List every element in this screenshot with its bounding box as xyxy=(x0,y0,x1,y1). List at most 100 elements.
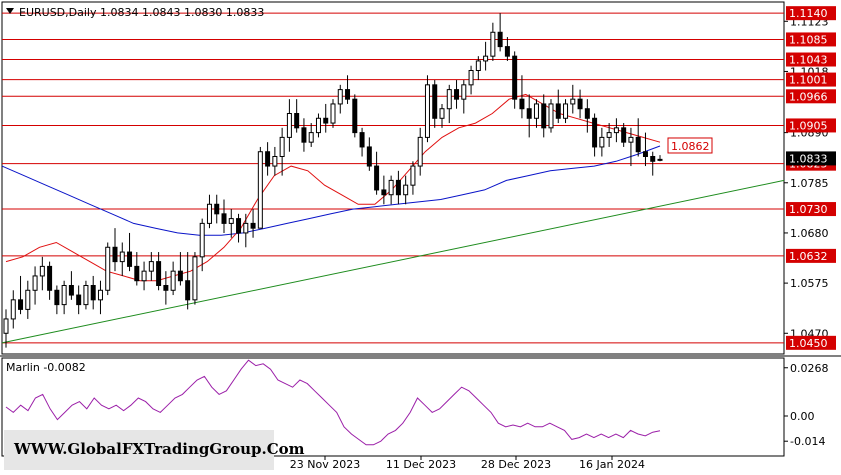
candle-bull xyxy=(61,285,67,306)
candle-bear xyxy=(497,31,503,48)
price-tick-label: 1.0785 xyxy=(790,177,829,190)
candle-bear xyxy=(90,285,96,301)
level-label-box xyxy=(786,6,836,21)
candle-bear xyxy=(454,89,460,100)
candle-bull xyxy=(257,151,263,229)
price-tick-label: 1.0680 xyxy=(790,227,829,240)
candle-bull xyxy=(279,136,285,157)
level-label: 1.0730 xyxy=(789,203,828,216)
level-label-box xyxy=(786,89,836,104)
candle-bull xyxy=(105,246,111,291)
blue-moving-average xyxy=(1,145,661,236)
candle-bear xyxy=(112,246,118,263)
candle-bull xyxy=(148,261,154,272)
candle-bull xyxy=(548,103,554,129)
candle-bull xyxy=(606,132,612,138)
candle-bear xyxy=(185,280,191,301)
price-axis: 1.11231.10181.08901.07851.06801.05751.04… xyxy=(667,6,836,350)
level-label-box xyxy=(786,248,836,263)
candle-bear xyxy=(18,299,24,310)
candle-bear xyxy=(301,127,307,143)
candle-bull xyxy=(243,222,249,234)
candle-bear xyxy=(504,46,510,57)
candle-bull xyxy=(206,203,212,224)
candle-bear xyxy=(512,55,518,100)
candle-bear xyxy=(163,285,169,291)
candle-bear xyxy=(541,103,547,129)
level-label: 1.0905 xyxy=(789,119,828,132)
candle-bull xyxy=(483,55,489,62)
candle-bear xyxy=(526,108,532,119)
candle-bull xyxy=(315,117,321,134)
candle-bear xyxy=(642,151,648,158)
symbol-dropdown-icon[interactable] xyxy=(6,8,14,14)
candle-bear xyxy=(359,132,365,148)
candle-bull xyxy=(475,60,481,71)
candle-bull xyxy=(272,156,278,167)
candle-bull xyxy=(10,299,16,320)
osc-tick-label: -0.014 xyxy=(790,435,825,448)
candle-bear xyxy=(156,261,162,287)
candle-bear xyxy=(345,89,351,100)
candle-bear xyxy=(592,117,598,148)
price-tick-label: 1.0575 xyxy=(790,277,829,290)
level-label-box xyxy=(786,72,836,87)
candle-bear xyxy=(221,213,227,224)
candle-bull xyxy=(613,127,619,134)
candle-bear xyxy=(432,84,438,119)
level-label-box xyxy=(786,202,836,217)
time-tick-label: 11 Dec 2023 xyxy=(386,458,456,471)
candle-bull xyxy=(446,89,452,110)
level-label: 1.1043 xyxy=(789,54,828,67)
candle-bull xyxy=(461,84,467,100)
candle-bear xyxy=(54,289,60,306)
candle-bear xyxy=(323,117,329,124)
candle-bull xyxy=(192,256,198,301)
candle-bull xyxy=(170,270,176,291)
candle-bull xyxy=(39,265,45,277)
candle-bear xyxy=(650,156,656,162)
candle-bull xyxy=(563,103,569,119)
trend-line xyxy=(1,179,785,344)
time-tick-label: 28 Dec 2023 xyxy=(481,458,551,471)
horizontal-levels xyxy=(2,12,784,344)
time-tick-label: 23 Nov 2023 xyxy=(290,458,360,471)
oscillator-panel-frame xyxy=(1,357,785,457)
watermark-box xyxy=(4,430,274,470)
candle-bull xyxy=(119,251,125,263)
level-label: 1.1085 xyxy=(789,33,828,46)
ma-value-box xyxy=(667,137,713,154)
candle-bear xyxy=(381,189,387,196)
level-label: 1.0450 xyxy=(789,337,828,350)
candle-bear xyxy=(374,165,380,191)
candle-bull xyxy=(199,222,205,258)
candle-bull xyxy=(533,103,539,119)
candle-bear xyxy=(577,98,583,110)
candle-bull xyxy=(141,270,147,282)
time-axis: 23 Nov 2023 11 Dec 2023 28 Dec 2023 16 Jan … xyxy=(290,456,645,471)
main-panel-frame xyxy=(1,1,785,355)
candle-bull xyxy=(599,136,605,148)
level-label-box xyxy=(786,118,836,133)
candle-bull xyxy=(570,98,576,105)
candle-bull xyxy=(388,179,394,196)
candle-bear xyxy=(366,146,372,167)
candle-bull xyxy=(490,31,496,57)
candle-bull xyxy=(97,289,103,301)
candle-bull xyxy=(439,108,445,119)
level-label-box xyxy=(786,52,836,67)
candle-bull xyxy=(3,318,9,334)
candle-bull xyxy=(228,218,234,224)
symbol-ohlc-header: EURUSD,Daily 1.0834 1.0843 1.0830 1.0833 xyxy=(19,6,264,19)
candle-bull xyxy=(286,113,292,138)
osc-tick-label: 0.0268 xyxy=(790,362,829,375)
time-tick-label: 16 Jan 2024 xyxy=(579,458,645,471)
candle-bull xyxy=(308,132,314,143)
candle-bear xyxy=(68,285,74,296)
trend-line-layer xyxy=(1,179,785,344)
candle-bull xyxy=(25,289,31,310)
candle-bear xyxy=(214,203,220,215)
level-label-box xyxy=(786,32,836,47)
level-label: 1.0632 xyxy=(789,250,828,263)
